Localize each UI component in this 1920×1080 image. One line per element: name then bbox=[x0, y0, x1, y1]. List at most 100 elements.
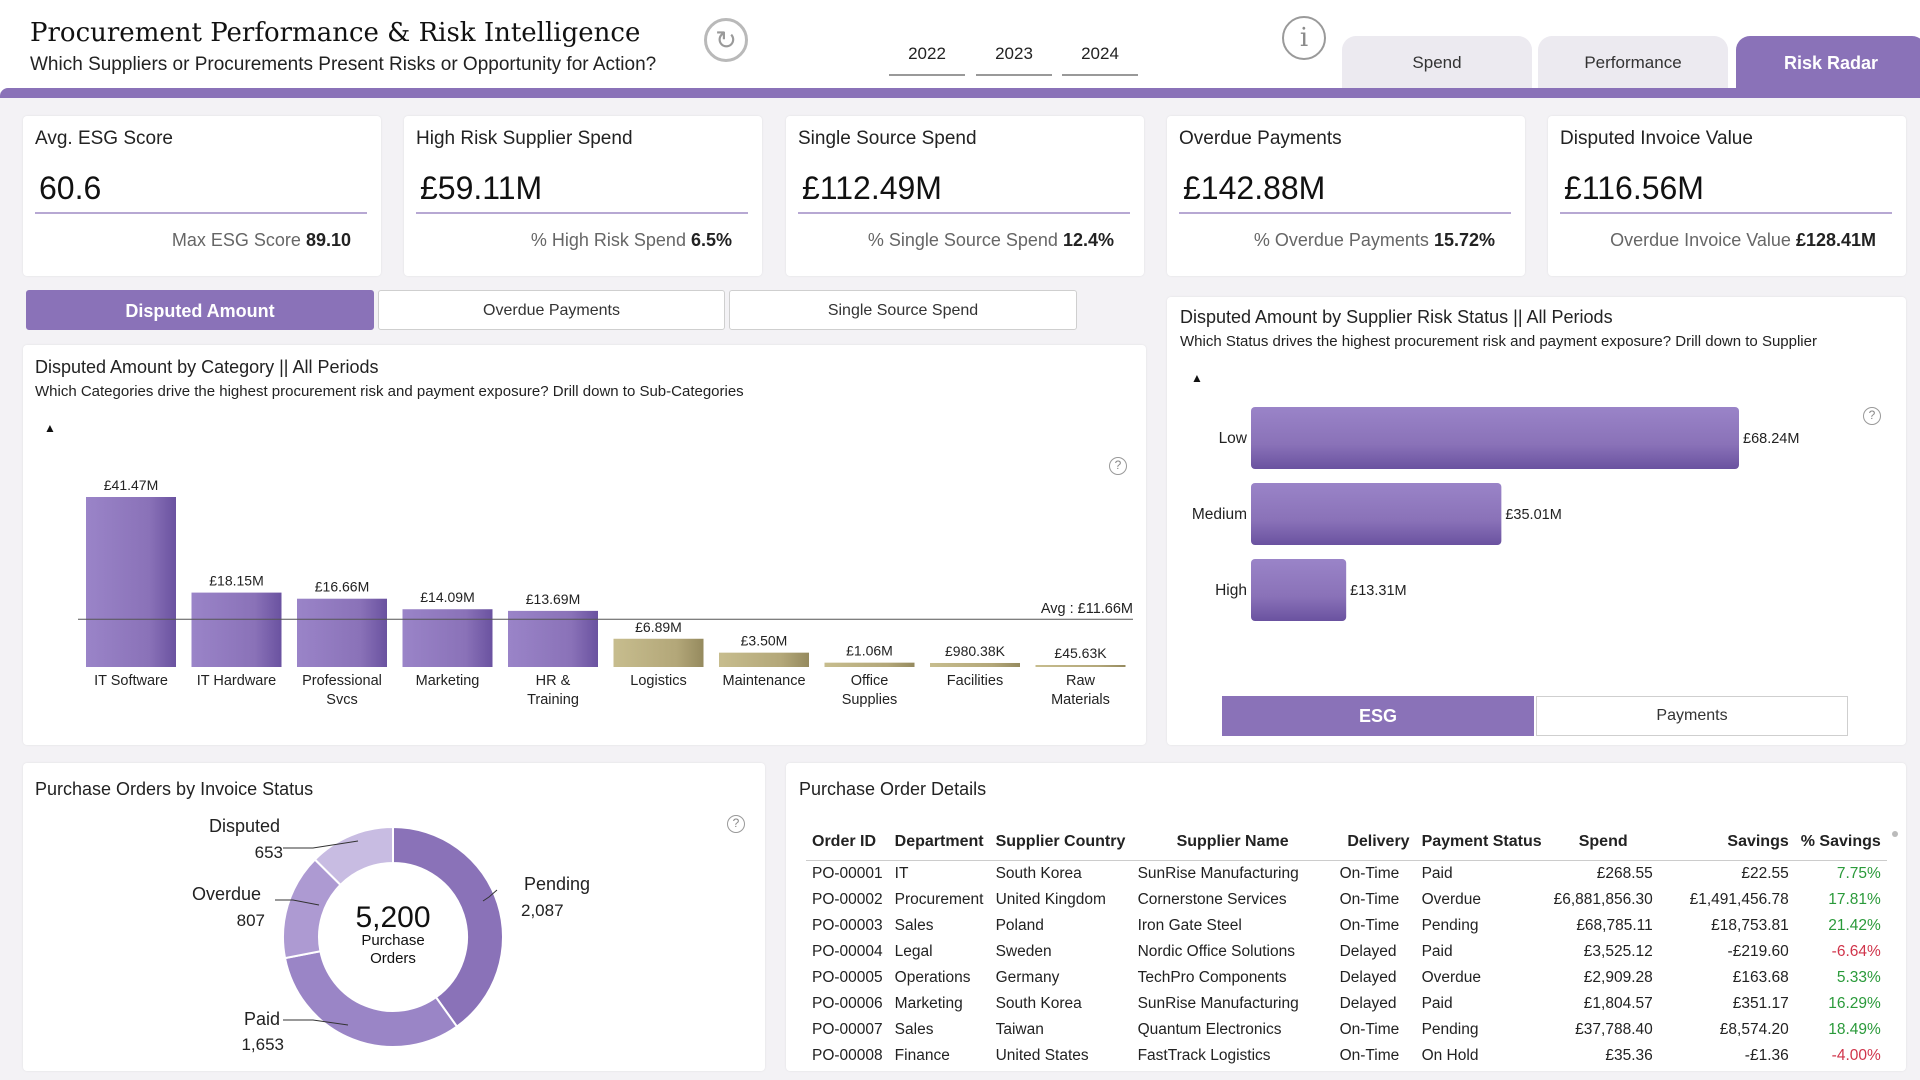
toggle-esg[interactable]: ESG bbox=[1222, 696, 1534, 736]
kpi-label: Single Source Spend bbox=[798, 128, 977, 149]
table-row[interactable]: PO-00007 Sales Taiwan Quantum Electronics On… bbox=[806, 1017, 1887, 1043]
kpi-sub-value: 89.10 bbox=[305, 230, 351, 250]
table-cell: PO-00002 bbox=[812, 891, 883, 908]
column-header-spend[interactable]: Spend bbox=[1547, 828, 1659, 861]
donut-value-overdue: 807 bbox=[237, 911, 265, 930]
tab-spend[interactable]: Spend bbox=[1342, 36, 1532, 88]
po-details-panel: Purchase Order Details bbox=[786, 763, 1906, 1071]
table-cell: £18,753.81 bbox=[1711, 917, 1789, 934]
table-row[interactable]: PO-00001 IT South Korea SunRise Manufacturi… bbox=[806, 861, 1887, 888]
table-cell: PO-00001 bbox=[812, 865, 883, 882]
bar-value-label: £6.89M bbox=[635, 619, 682, 635]
table-row[interactable]: PO-00006 Marketing South Korea SunRise Manu… bbox=[806, 991, 1887, 1017]
kpi-card-single-source-spend: Single Source Spend £112.49M % Single So… bbox=[786, 116, 1144, 276]
table-cell: Pending bbox=[1421, 1021, 1479, 1038]
table-cell: On-Time bbox=[1339, 891, 1400, 908]
table-cell: £37,788.40 bbox=[1575, 1021, 1653, 1038]
kpi-label: Overdue Payments bbox=[1179, 128, 1342, 149]
help-icon[interactable]: ? bbox=[1109, 457, 1127, 475]
table-cell: £35.36 bbox=[1605, 1047, 1653, 1064]
home-icon[interactable]: ▲ bbox=[44, 421, 56, 435]
bar[interactable] bbox=[824, 662, 915, 667]
table-cell: South Korea bbox=[995, 865, 1082, 882]
column-header-order-id[interactable]: Order ID bbox=[806, 828, 889, 861]
bar[interactable] bbox=[1251, 407, 1739, 469]
tab-performance[interactable]: Performance bbox=[1538, 36, 1728, 88]
table-title: Purchase Order Details bbox=[799, 779, 987, 799]
category-tick-label: IT Software bbox=[94, 673, 168, 689]
scroll-indicator[interactable] bbox=[1892, 831, 1898, 837]
table-cell: Paid bbox=[1421, 865, 1453, 882]
kpi-subtext: % Single Source Spend 12.4% bbox=[868, 230, 1114, 251]
bar[interactable] bbox=[86, 497, 176, 667]
table-cell: -4.00% bbox=[1831, 1047, 1881, 1064]
column-header-savings[interactable]: Savings bbox=[1658, 828, 1795, 861]
year-filter-2024[interactable]: 2024 bbox=[1062, 40, 1138, 76]
column-header-payment-status[interactable]: Payment Status bbox=[1415, 828, 1548, 861]
column-header-pct-savings[interactable]: % Savings bbox=[1794, 828, 1887, 861]
donut-slice-paid[interactable] bbox=[283, 950, 459, 1048]
year-filter-2023[interactable]: 2023 bbox=[976, 40, 1052, 76]
toggle-overdue-payments[interactable]: Overdue Payments bbox=[378, 290, 725, 330]
donut-label-overdue: Overdue bbox=[192, 884, 261, 904]
column-header-supplier-name[interactable]: Supplier Name bbox=[1131, 828, 1334, 861]
table-cell: PO-00005 bbox=[812, 969, 883, 986]
bar[interactable] bbox=[613, 638, 704, 667]
kpi-divider bbox=[798, 212, 1130, 214]
category-tick-label: Raw bbox=[1066, 673, 1096, 689]
table-row[interactable]: PO-00003 Sales Poland Iron Gate Steel On-Tim… bbox=[806, 913, 1887, 939]
table-cell: SunRise Manufacturing bbox=[1137, 995, 1299, 1012]
bar-value-label: £13.69M bbox=[526, 591, 580, 607]
table-row[interactable]: PO-00008 Finance United States FastTrack Lo… bbox=[806, 1043, 1887, 1069]
bar-value-label: £14.09M bbox=[420, 589, 474, 605]
kpi-label: Disputed Invoice Value bbox=[1560, 128, 1753, 149]
table-cell: South Korea bbox=[995, 995, 1082, 1012]
donut-slice-pending[interactable] bbox=[392, 825, 504, 1028]
category-tick-label: IT Hardware bbox=[197, 673, 277, 689]
page-title: Procurement Performance & Risk Intellige… bbox=[30, 18, 641, 48]
toggle-payments[interactable]: Payments bbox=[1536, 696, 1848, 736]
table-cell: Quantum Electronics bbox=[1137, 1021, 1282, 1038]
column-header-department[interactable]: Department bbox=[888, 828, 990, 861]
toggle-disputed-amount[interactable]: Disputed Amount bbox=[26, 290, 374, 330]
bar[interactable] bbox=[191, 592, 282, 667]
donut-slice-disputed[interactable] bbox=[313, 825, 394, 887]
table-row[interactable]: PO-00004 Legal Sweden Nordic Office Solutio… bbox=[806, 939, 1887, 965]
table-cell: 21.42% bbox=[1828, 917, 1881, 934]
refresh-icon[interactable]: ↻ bbox=[704, 18, 748, 62]
help-icon[interactable]: ? bbox=[1863, 407, 1881, 425]
table-cell: Overdue bbox=[1421, 891, 1482, 908]
bar[interactable] bbox=[719, 652, 809, 667]
bar[interactable] bbox=[1251, 483, 1502, 545]
bar[interactable] bbox=[930, 662, 1020, 667]
column-header-supplier-country[interactable]: Supplier Country bbox=[989, 828, 1132, 861]
bar-value-label: £1.06M bbox=[846, 643, 893, 659]
info-icon[interactable]: i bbox=[1282, 16, 1326, 60]
table-cell: 7.75% bbox=[1836, 865, 1881, 882]
column-header-delivery[interactable]: Delivery bbox=[1333, 828, 1416, 861]
home-icon[interactable]: ▲ bbox=[1191, 371, 1203, 385]
average-label: Avg : £11.66M bbox=[1041, 601, 1133, 617]
table-header-row: Order ID Department Supplier Country Sup… bbox=[806, 828, 1887, 861]
kpi-sub-value: 12.4% bbox=[1062, 230, 1114, 250]
table-row[interactable]: PO-00005 Operations Germany TechPro Compone… bbox=[806, 965, 1887, 991]
bar[interactable] bbox=[297, 598, 387, 667]
table-row[interactable]: PO-00002 Procurement United Kingdom Corners… bbox=[806, 887, 1887, 913]
category-tick-label: Materials bbox=[1051, 692, 1110, 708]
toggle-single-source-spend[interactable]: Single Source Spend bbox=[729, 290, 1077, 330]
donut-label-disputed: Disputed bbox=[209, 816, 280, 836]
help-icon[interactable]: ? bbox=[727, 815, 745, 833]
bar[interactable] bbox=[1251, 559, 1347, 621]
year-filter-2022[interactable]: 2022 bbox=[889, 40, 965, 76]
category-tick-label: Logistics bbox=[630, 673, 686, 689]
table-cell: £2,909.28 bbox=[1583, 969, 1653, 986]
risk-chart-title: Disputed Amount by Supplier Risk Status … bbox=[1180, 307, 1613, 327]
table-cell: Marketing bbox=[894, 995, 963, 1012]
bar[interactable] bbox=[402, 609, 493, 667]
category-chart-subtitle: Which Categories drive the highest procu… bbox=[35, 383, 744, 400]
bar[interactable] bbox=[508, 610, 598, 667]
donut-value-disputed: 653 bbox=[255, 843, 283, 862]
tab-risk-radar[interactable]: Risk Radar bbox=[1736, 36, 1920, 88]
bar[interactable] bbox=[1035, 665, 1126, 667]
donut-value-paid: 1,653 bbox=[241, 1035, 284, 1054]
